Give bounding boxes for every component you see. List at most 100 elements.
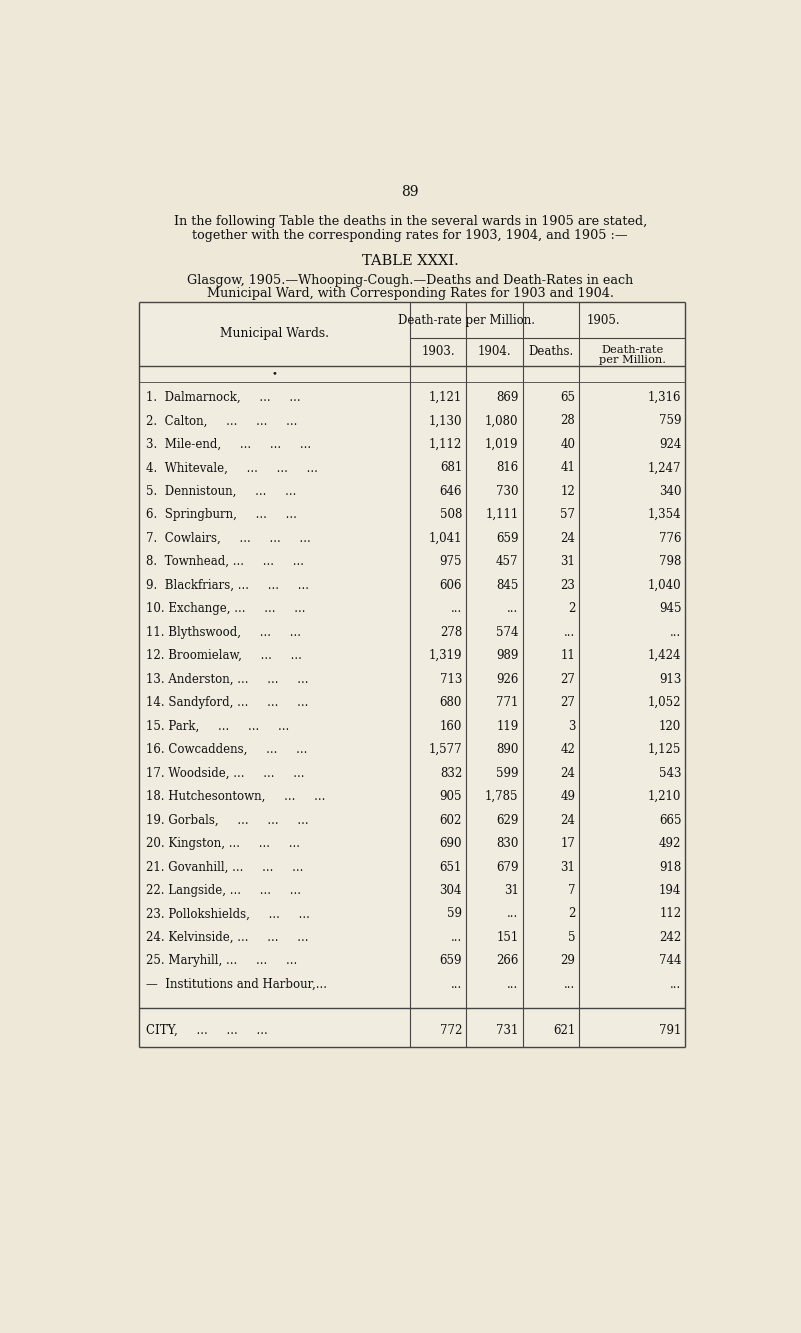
Text: 5.  Dennistoun,     ...     ...: 5. Dennistoun, ... ... — [146, 485, 296, 497]
Text: ...: ... — [451, 603, 462, 615]
Text: 9.  Blackfriars, ...     ...     ...: 9. Blackfriars, ... ... ... — [146, 579, 309, 592]
Text: 1.  Dalmarnock,     ...     ...: 1. Dalmarnock, ... ... — [146, 391, 300, 404]
Text: 730: 730 — [496, 485, 518, 497]
Text: 3.  Mile-end,     ...     ...     ...: 3. Mile-end, ... ... ... — [146, 437, 311, 451]
Text: 713: 713 — [440, 673, 462, 685]
Text: In the following Table the deaths in the several wards in 1905 are stated,: In the following Table the deaths in the… — [174, 216, 646, 228]
Text: 791: 791 — [659, 1024, 682, 1037]
Text: 659: 659 — [440, 954, 462, 968]
Text: ...: ... — [670, 625, 682, 639]
Text: 2: 2 — [568, 908, 575, 921]
Text: ...: ... — [451, 978, 462, 990]
Text: 31: 31 — [561, 861, 575, 873]
Text: 508: 508 — [440, 508, 462, 521]
Text: 16. Cowcaddens,     ...     ...: 16. Cowcaddens, ... ... — [146, 742, 308, 756]
Text: 266: 266 — [497, 954, 518, 968]
Text: 646: 646 — [440, 485, 462, 497]
Text: together with the corresponding rates for 1903, 1904, and 1905 :—: together with the corresponding rates fo… — [192, 229, 628, 243]
Text: 816: 816 — [497, 461, 518, 475]
Text: 1903.: 1903. — [421, 345, 455, 359]
Text: 31: 31 — [504, 884, 518, 897]
Text: 1,354: 1,354 — [648, 508, 682, 521]
Text: 651: 651 — [440, 861, 462, 873]
Text: 918: 918 — [659, 861, 682, 873]
Text: 759: 759 — [659, 415, 682, 428]
Text: per Million.: per Million. — [598, 355, 666, 365]
Text: —  Institutions and Harbour,...: — Institutions and Harbour,... — [146, 978, 327, 990]
Text: 1,247: 1,247 — [648, 461, 682, 475]
Text: 665: 665 — [659, 813, 682, 826]
Text: 832: 832 — [440, 766, 462, 780]
Text: Glasgow, 1905.—Whooping-Cough.—Deaths and Death-Rates in each: Glasgow, 1905.—Whooping-Cough.—Deaths an… — [187, 273, 634, 287]
Text: 22. Langside, ...     ...     ...: 22. Langside, ... ... ... — [146, 884, 301, 897]
Text: 40: 40 — [560, 437, 575, 451]
Text: 18. Hutchesontown,     ...     ...: 18. Hutchesontown, ... ... — [146, 790, 325, 802]
Text: 119: 119 — [497, 720, 518, 733]
Text: 690: 690 — [440, 837, 462, 850]
Text: 869: 869 — [497, 391, 518, 404]
Text: 1,019: 1,019 — [485, 437, 518, 451]
Text: 57: 57 — [560, 508, 575, 521]
Text: 304: 304 — [440, 884, 462, 897]
Text: 1,125: 1,125 — [648, 742, 682, 756]
Text: 31: 31 — [561, 556, 575, 568]
Text: 574: 574 — [496, 625, 518, 639]
Text: 242: 242 — [659, 930, 682, 944]
Text: 21. Govanhill, ...     ...     ...: 21. Govanhill, ... ... ... — [146, 861, 304, 873]
Text: 65: 65 — [560, 391, 575, 404]
Text: 543: 543 — [659, 766, 682, 780]
Text: 194: 194 — [659, 884, 682, 897]
Text: 2: 2 — [568, 603, 575, 615]
Text: 926: 926 — [497, 673, 518, 685]
Text: 23: 23 — [561, 579, 575, 592]
Text: 340: 340 — [659, 485, 682, 497]
Text: 29: 29 — [561, 954, 575, 968]
Text: 776: 776 — [659, 532, 682, 545]
Text: 1,319: 1,319 — [429, 649, 462, 663]
Text: 798: 798 — [659, 556, 682, 568]
Text: 24: 24 — [561, 532, 575, 545]
Text: 20. Kingston, ...     ...     ...: 20. Kingston, ... ... ... — [146, 837, 300, 850]
Text: 59: 59 — [447, 908, 462, 921]
Text: 278: 278 — [440, 625, 462, 639]
Text: ...: ... — [564, 625, 575, 639]
Text: 830: 830 — [497, 837, 518, 850]
Text: 492: 492 — [659, 837, 682, 850]
Text: 14. Sandyford, ...     ...     ...: 14. Sandyford, ... ... ... — [146, 696, 308, 709]
Text: 1,316: 1,316 — [648, 391, 682, 404]
Text: 3: 3 — [568, 720, 575, 733]
Text: 629: 629 — [497, 813, 518, 826]
Text: 2.  Calton,     ...     ...     ...: 2. Calton, ... ... ... — [146, 415, 297, 428]
Text: ...: ... — [564, 978, 575, 990]
Text: 1,111: 1,111 — [485, 508, 518, 521]
Text: 23. Pollokshields,     ...     ...: 23. Pollokshields, ... ... — [146, 908, 310, 921]
Text: 890: 890 — [497, 742, 518, 756]
Text: 1,577: 1,577 — [429, 742, 462, 756]
Text: TABLE XXXI.: TABLE XXXI. — [362, 253, 458, 268]
Text: ...: ... — [670, 978, 682, 990]
Text: 5: 5 — [568, 930, 575, 944]
Text: 1,121: 1,121 — [429, 391, 462, 404]
Text: 659: 659 — [496, 532, 518, 545]
Text: CITY,     ...     ...     ...: CITY, ... ... ... — [146, 1024, 268, 1037]
Text: 49: 49 — [560, 790, 575, 802]
Text: 1,080: 1,080 — [485, 415, 518, 428]
Bar — [139, 303, 685, 1046]
Text: 7.  Cowlairs,     ...     ...     ...: 7. Cowlairs, ... ... ... — [146, 532, 311, 545]
Text: 975: 975 — [440, 556, 462, 568]
Text: •: • — [272, 369, 277, 379]
Text: 25. Maryhill, ...     ...     ...: 25. Maryhill, ... ... ... — [146, 954, 297, 968]
Text: 17. Woodside, ...     ...     ...: 17. Woodside, ... ... ... — [146, 766, 304, 780]
Text: 989: 989 — [497, 649, 518, 663]
Text: 1,210: 1,210 — [648, 790, 682, 802]
Text: 17: 17 — [561, 837, 575, 850]
Text: 744: 744 — [659, 954, 682, 968]
Text: 1,112: 1,112 — [429, 437, 462, 451]
Text: 42: 42 — [561, 742, 575, 756]
Text: 15. Park,     ...     ...     ...: 15. Park, ... ... ... — [146, 720, 289, 733]
Text: 924: 924 — [659, 437, 682, 451]
Text: 606: 606 — [440, 579, 462, 592]
Text: 679: 679 — [496, 861, 518, 873]
Text: ...: ... — [451, 930, 462, 944]
Text: 89: 89 — [401, 184, 419, 199]
